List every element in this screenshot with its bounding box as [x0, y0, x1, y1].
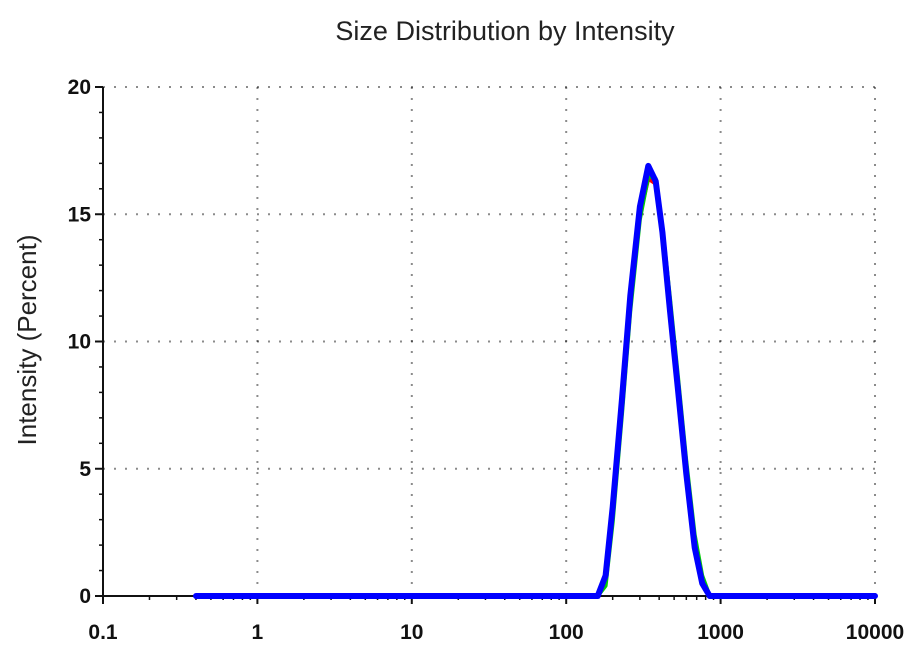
data-series [193, 162, 878, 599]
y-tick-label: 15 [68, 203, 92, 226]
x-tick-label: 10 [400, 621, 423, 644]
axes [95, 86, 876, 604]
chart-title: Size Distribution by Intensity [335, 16, 675, 46]
series-line [193, 162, 878, 599]
series-line [194, 176, 877, 598]
y-tick-label: 20 [68, 76, 91, 99]
y-tick-label: 0 [79, 585, 91, 608]
series-line [194, 174, 877, 598]
tick-labels: 0 5 10 15 20 0.1 1 10 100 1000 10000 [68, 76, 905, 644]
x-tick-label: 1000 [697, 621, 744, 644]
x-tick-label: 10000 [846, 621, 904, 644]
x-tick-label: 1 [252, 621, 264, 644]
y-axis-label: Intensity (Percent) [12, 235, 42, 446]
x-tick-label: 100 [549, 621, 584, 644]
grid-lines [103, 86, 876, 596]
x-tick-label: 0.1 [88, 621, 118, 644]
y-tick-label: 5 [79, 458, 91, 481]
y-tick-label: 10 [68, 331, 91, 354]
